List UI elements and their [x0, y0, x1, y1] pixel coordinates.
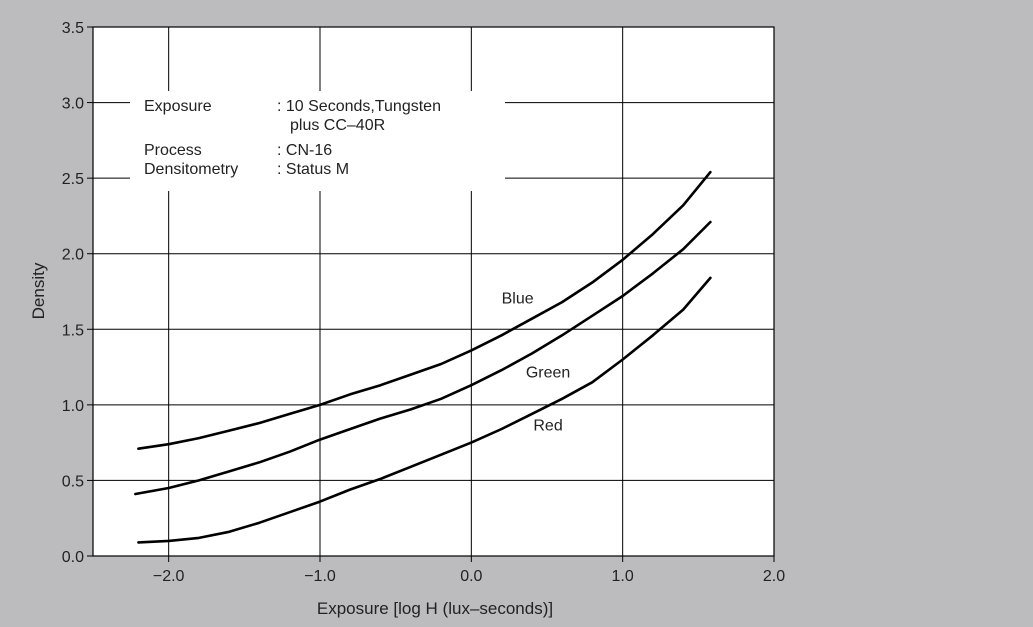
x-tick-label-1: −1.0 [304, 568, 336, 585]
curve-blue [137, 170, 712, 450]
x-tick-label-0: −2.0 [153, 568, 185, 585]
curve-label-blue: Blue [502, 291, 534, 308]
curve-label-red: Red [533, 418, 562, 435]
y-tick-label-1: 0.5 [62, 473, 84, 490]
info-box-background [130, 91, 505, 191]
info-value-0: : 10 Seconds,Tungsten [277, 98, 441, 115]
y-tick-label-5: 2.5 [62, 171, 84, 188]
y-tick-label-2: 1.0 [62, 398, 84, 415]
y-tick-label-4: 2.0 [62, 247, 84, 264]
y-axis-title: Density [29, 262, 48, 319]
info-label-2: Process [144, 142, 202, 159]
x-tick-label-4: 2.0 [763, 568, 785, 585]
density-curves [134, 170, 712, 544]
axis-tick-labels: −2.0 −1.0 0.0 1.0 2.0 0.0 0.5 1.0 1.5 2.0 2.5 3.0 3.… [62, 20, 785, 585]
x-tick-label-2: 0.0 [460, 568, 482, 585]
y-tick-label-6: 3.0 [62, 96, 84, 113]
y-tick-label-0: 0.0 [62, 549, 84, 566]
curve-green [134, 220, 712, 496]
info-value-3: : Status M [277, 161, 349, 178]
y-tick-label-7: 3.5 [62, 20, 84, 37]
info-label-3: Densitometry [144, 161, 238, 178]
info-box-text: Exposure : 10 Seconds,Tungsten plus CC–40R… [144, 98, 441, 178]
y-tick-label-3: 1.5 [62, 322, 84, 339]
curve-red [137, 276, 712, 544]
info-label-0: Exposure [144, 98, 212, 115]
x-axis-title: Exposure [log H (lux–seconds)] [317, 599, 553, 618]
plot-area-frame [92, 26, 775, 557]
info-value-1: plus CC–40R [290, 117, 385, 134]
x-tick-label-3: 1.0 [612, 568, 634, 585]
curve-labels: Blue Green Red [502, 291, 571, 435]
info-value-2: : CN-16 [277, 142, 332, 159]
axis-ticks [87, 26, 775, 562]
curve-label-green: Green [526, 365, 570, 382]
